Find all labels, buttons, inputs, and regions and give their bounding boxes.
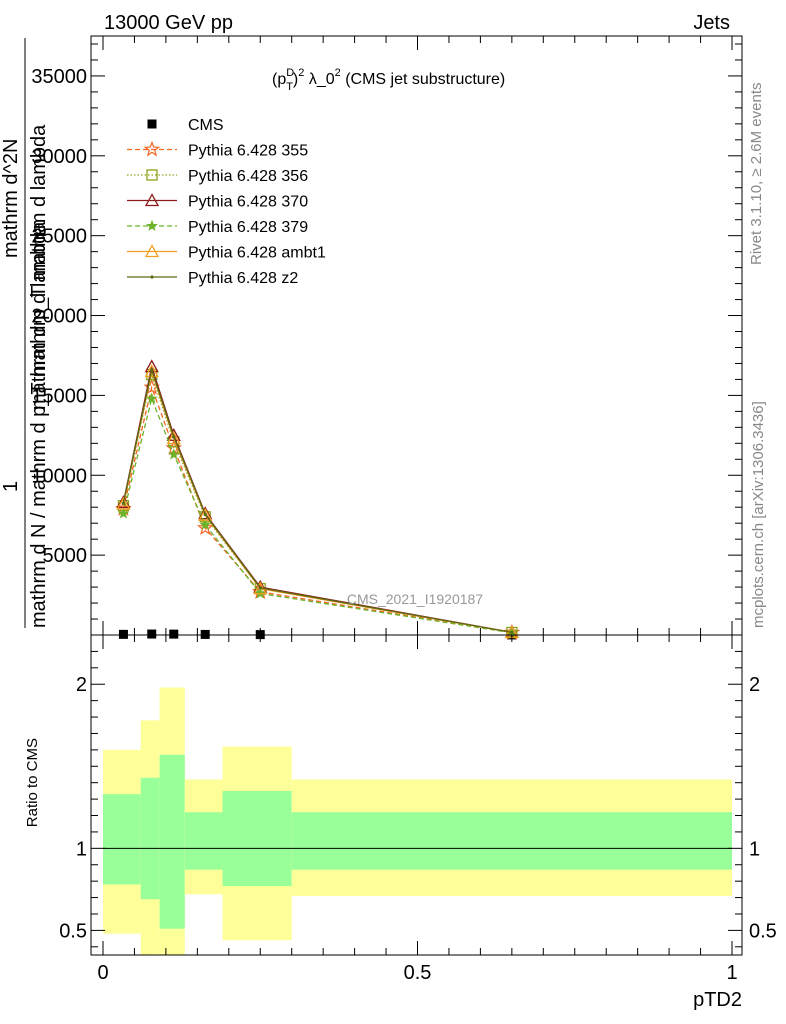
band-inner	[159, 754, 185, 929]
ratio-ylabel: Ratio to CMS	[24, 738, 41, 827]
ratio-frame	[90, 634, 743, 956]
data-point	[144, 364, 159, 378]
band-inner	[103, 794, 141, 885]
ratio-xtick-label: 1	[726, 962, 737, 984]
legend-label: Pythia 6.428 370	[188, 194, 308, 211]
band-inner	[222, 790, 292, 887]
ratio-ytick-label: 2	[76, 674, 87, 696]
band-inner	[140, 777, 160, 900]
ratio-ytick-label-right: 2	[749, 674, 760, 696]
legend-label: Pythia 6.428 z2	[188, 270, 298, 287]
main-title: (pD T)2 λ_02 (CMS jet substructure)	[272, 67, 505, 93]
main-ytick-label: 15000	[31, 385, 87, 407]
series-pythia-6-428-z2	[121, 367, 514, 634]
header-left-label: 13000 GeV pp	[104, 12, 233, 34]
main-ytick-label: 20000	[31, 306, 87, 328]
main-ytick-label: 35000	[31, 66, 87, 88]
ylabel-side-b: mathrm d p_T mathrm d lambda	[28, 124, 50, 410]
legend-item: Pythia 6.428 z2	[127, 270, 298, 287]
series-line	[122, 372, 513, 634]
ratio-ytick-label-right: 1	[749, 838, 760, 860]
analysis-watermark: CMS_2021_I1920187	[347, 591, 483, 607]
title-open: (p	[272, 71, 286, 88]
legend-label: Pythia 6.428 356	[188, 168, 308, 185]
data-point	[258, 586, 262, 590]
main-ytick-label: 25000	[31, 226, 87, 248]
main-ytick-label: 30000	[31, 146, 87, 168]
main-ytick-label: 10000	[31, 465, 87, 487]
series-line	[122, 385, 513, 634]
ratio-xtick-label: 0	[97, 962, 108, 984]
main-plot-area: 5000 10000 15000 20000 25000 30000 35000	[31, 35, 743, 636]
legend-marker	[150, 275, 154, 279]
legend-label: CMS	[188, 117, 224, 134]
data-point	[200, 629, 210, 639]
title-sup2: 2	[298, 67, 304, 79]
legend-marker	[146, 219, 158, 231]
data-point	[203, 512, 207, 517]
legend-item: Pythia 6.428 356	[127, 168, 308, 185]
data-point	[118, 629, 128, 639]
series-line	[122, 367, 513, 634]
rivet-label: Rivet 3.1.10, ≥ 2.6M events	[748, 83, 765, 266]
ylabel-side: mathrm d^2N	[0, 139, 22, 258]
header-right-label: Jets	[693, 12, 730, 34]
title-sup: D	[286, 67, 294, 79]
legend-item: Pythia 6.428 ambt1	[127, 244, 326, 262]
ratio-xtick-label: 0.5	[404, 962, 432, 984]
data-point	[199, 518, 212, 530]
legend-marker	[144, 193, 160, 207]
band-inner	[184, 812, 223, 870]
legend-item: Pythia 6.428 355	[127, 140, 308, 160]
main-ytick-label: 5000	[43, 545, 88, 567]
data-point	[121, 501, 126, 505]
title-tail: (CMS jet substructure)	[341, 71, 505, 88]
legend-item: CMS	[147, 117, 224, 134]
legend-item: Pythia 6.428 379	[127, 219, 308, 236]
data-point	[198, 507, 213, 521]
ratio-ytick-label-right: 0.5	[749, 920, 777, 942]
data-point	[166, 427, 181, 441]
data-point	[145, 392, 158, 404]
ratio-plot-area: 0.5 0.5 1 1 2 2 0 0.5 1	[59, 634, 777, 984]
title-sub: T	[286, 81, 293, 93]
data-point	[147, 629, 157, 639]
title-close: )	[293, 71, 298, 88]
legend-label: Pythia 6.428 355	[188, 143, 308, 160]
legend: CMS Pythia 6.428 355 Pythia 6.428 356 Pythi…	[127, 117, 326, 287]
legend-marker	[143, 140, 161, 157]
legend-item: Pythia 6.428 370	[127, 193, 308, 211]
data-point	[117, 507, 130, 519]
ratio-ytick-label: 1	[76, 838, 87, 860]
legend-marker	[144, 244, 160, 258]
legend-label: Pythia 6.428 ambt1	[188, 245, 326, 262]
data-point	[167, 448, 180, 460]
data-point	[510, 630, 514, 634]
main-ylabel: 1 mathrm d^2N mathrm d p_T mathrm d lamb…	[0, 38, 50, 628]
data-point	[172, 435, 176, 439]
mcplots-label: mcplots.cern.ch [arXiv:1306.3436]	[750, 401, 767, 628]
data-point	[169, 629, 179, 639]
data-point	[166, 431, 181, 445]
ylabel-numerator: 1	[0, 481, 22, 492]
legend-marker	[147, 119, 157, 129]
ratio-ytick-label: 0.5	[59, 920, 87, 942]
band-inner	[291, 812, 732, 870]
data-point	[196, 519, 214, 535]
ratio-xlabel: pTD2	[693, 989, 742, 1011]
legend-marker	[146, 169, 158, 181]
legend-label: Pythia 6.428 379	[188, 219, 308, 236]
data-point	[150, 368, 154, 372]
ratio-bands	[103, 687, 732, 955]
data-point	[116, 496, 131, 510]
series-cms	[118, 629, 517, 640]
title-mid: λ_0	[304, 71, 334, 88]
title-sup3: 2	[335, 67, 341, 79]
series-line	[122, 396, 513, 634]
ylabel-denominator: mathrm d N / mathrm d p_T mathrm d lambd…	[28, 221, 50, 628]
